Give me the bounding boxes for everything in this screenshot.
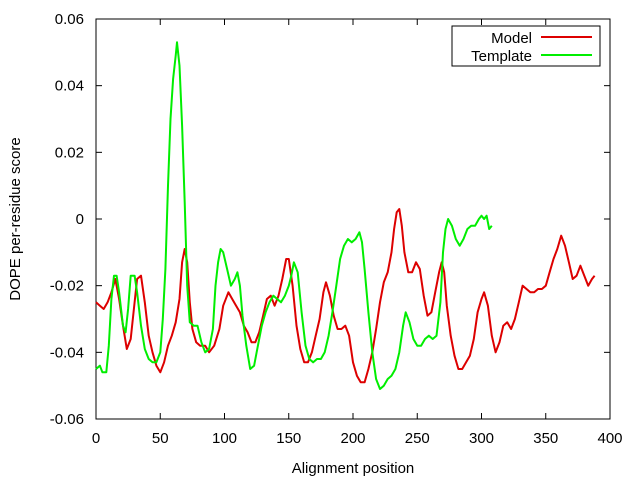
y-tick-label: 0.04 xyxy=(55,78,84,95)
y-tick-label: 0.06 xyxy=(55,11,84,28)
series-line-model xyxy=(95,208,596,384)
x-tick-label: 50 xyxy=(152,430,169,447)
x-tick-label: 250 xyxy=(405,430,430,447)
x-tick-label: 300 xyxy=(469,430,494,447)
legend-label-template: Template xyxy=(471,48,532,65)
x-tick-label: 100 xyxy=(212,430,237,447)
legend: Model Template xyxy=(451,25,601,67)
legend-box xyxy=(451,25,601,67)
x-tick-label: 0 xyxy=(92,430,100,447)
y-tick-label: -0.04 xyxy=(50,344,84,361)
x-tick-label: 200 xyxy=(340,430,365,447)
y-tick-label: -0.02 xyxy=(50,278,84,295)
y-tick-label: 0 xyxy=(76,211,84,228)
y-axis-label: DOPE per-residue score xyxy=(7,137,24,300)
y-tick-label: -0.06 xyxy=(50,411,84,428)
x-tick-label: 150 xyxy=(276,430,301,447)
x-tick-label: 400 xyxy=(597,430,622,447)
x-tick-label: 350 xyxy=(533,430,558,447)
x-axis-label: Alignment position xyxy=(292,460,415,477)
series-line-template xyxy=(95,41,493,390)
y-tick-label: 0.02 xyxy=(55,144,84,161)
legend-label-model: Model xyxy=(491,30,532,47)
